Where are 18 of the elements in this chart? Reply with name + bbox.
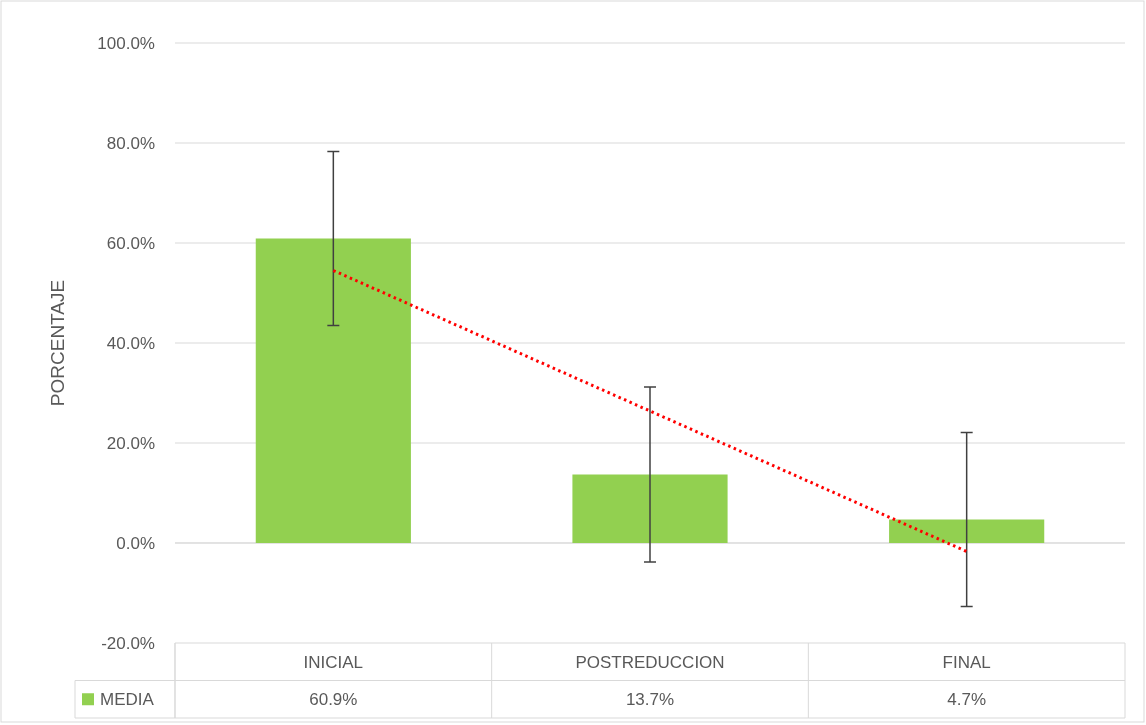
- y-tick-label: 20.0%: [106, 433, 155, 453]
- data-label: 13.7%: [625, 690, 675, 710]
- y-tick-label: -20.0%: [101, 633, 155, 653]
- y-axis-title: PORCENTAJE: [47, 279, 68, 407]
- data-label: 60.9%: [309, 690, 358, 710]
- bar: [255, 238, 411, 543]
- data-label: 4.7%: [947, 690, 987, 710]
- y-tick-label: 100.0%: [97, 33, 155, 53]
- legend-label: MEDIA: [100, 690, 155, 710]
- y-tick-label: 80.0%: [106, 133, 155, 153]
- x-tick-label: INICIAL: [303, 652, 364, 672]
- x-tick-label: FINAL: [942, 652, 991, 672]
- bar: [889, 519, 1045, 543]
- x-tick-label: POSTREDUCCION: [575, 652, 725, 672]
- y-tick-label: 40.0%: [106, 333, 155, 353]
- bar: [572, 474, 728, 543]
- y-tick-label: 0.0%: [116, 533, 155, 553]
- y-tick-label: 60.0%: [106, 233, 155, 253]
